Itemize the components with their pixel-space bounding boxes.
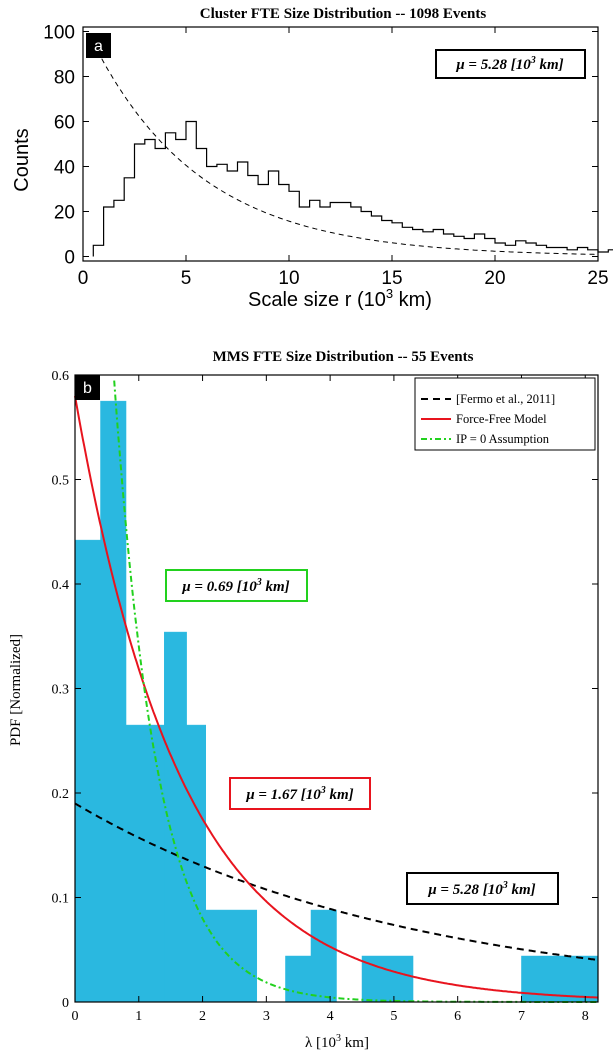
panel-a-y-ticks: 0 20 40 60 80 100 <box>43 23 598 269</box>
panel-a-x-tick-label: 10 <box>278 268 299 289</box>
panel-a-histogram <box>92 120 613 257</box>
mu-black-annotation: μ = 5.28 [103 km] <box>427 880 535 898</box>
panel-b-bar <box>205 909 258 1003</box>
legend-fermo-label: [Fermo et al., 2011] <box>456 392 555 406</box>
panel-b-y-ticks: 0 0.1 0.2 0.3 0.4 0.5 0.6 <box>52 369 598 1011</box>
panel-b-x-tick-label: 7 <box>518 1009 525 1024</box>
panel-b-bar <box>310 909 337 1003</box>
panel-a-y-tick-label: 40 <box>54 158 75 179</box>
panel-a-label-box <box>86 33 111 58</box>
panel-b-x-tick-label: 2 <box>199 1009 206 1024</box>
panel-a-plot-frame <box>82 26 599 262</box>
panel-b-label-box <box>75 375 100 400</box>
panel-b-x-tick-label: 0 <box>72 1009 79 1024</box>
panel-b-label: b <box>83 380 92 397</box>
panel-b-y-tick-label: 0.3 <box>52 683 70 698</box>
panel-b-x-tick-label: 6 <box>454 1009 461 1024</box>
panel-a-x-tick-label: 25 <box>587 268 608 289</box>
panel-b-y-tick-label: 0.1 <box>52 892 70 907</box>
panel-a-label: a <box>94 38 103 55</box>
force-free-curve <box>74 395 598 999</box>
panel-b: MMS FTE Size Distribution -- 55 Events 0… <box>8 349 599 1051</box>
panel-a-x-tick-label: 20 <box>484 268 505 289</box>
panel-a-x-tick-label: 0 <box>78 268 89 289</box>
panel-b-x-tick-label: 1 <box>135 1009 142 1024</box>
panel-b-y-axis-label: PDF [Normalized] <box>8 634 24 746</box>
panel-a: Cluster FTE Size Distribution -- 1098 Ev… <box>11 6 613 311</box>
panel-b-bar <box>125 724 165 1003</box>
mu-green-annotation: μ = 0.69 [103 km] <box>181 577 289 595</box>
panel-b-x-tick-label: 4 <box>327 1009 334 1024</box>
panel-a-x-axis-label: Scale size r (103 km) <box>248 286 432 311</box>
panel-b-x-tick-label: 3 <box>263 1009 270 1024</box>
panel-b-y-tick-label: 0.6 <box>52 369 70 384</box>
panel-b-legend: [Fermo et al., 2011] Force-Free Model IP… <box>414 377 596 451</box>
legend-force-free-label: Force-Free Model <box>456 412 547 426</box>
panel-b-bar <box>74 539 101 1003</box>
panel-a-y-tick-label: 0 <box>64 248 75 269</box>
panel-a-histogram-steps <box>92 120 613 257</box>
panel-a-x-tick-label: 15 <box>381 268 402 289</box>
panel-a-title: Cluster FTE Size Distribution -- 1098 Ev… <box>200 6 487 22</box>
panel-b-x-axis-label: λ [103 km] <box>305 1033 369 1051</box>
panel-a-mu-box <box>435 49 586 79</box>
legend-ip-zero-label: IP = 0 Assumption <box>456 432 550 446</box>
mu-red-annotation: μ = 1.67 [103 km] <box>245 785 353 803</box>
panel-a-y-tick-label: 80 <box>54 68 75 89</box>
panel-b-x-tick-label: 5 <box>390 1009 397 1024</box>
panel-b-histogram <box>74 400 599 1003</box>
panel-b-title: MMS FTE Size Distribution -- 55 Events <box>213 349 474 365</box>
panel-b-bar <box>164 631 187 1003</box>
fermo-curve <box>74 802 599 961</box>
panel-a-x-ticks: 0 5 10 15 20 25 <box>78 27 609 289</box>
panel-b-bar <box>100 400 127 1003</box>
panel-a-mu-annotation: μ = 5.28 [103 km] <box>455 55 563 73</box>
ip-zero-curve <box>113 380 598 1003</box>
panel-b-y-tick-label: 0.5 <box>52 474 70 489</box>
mu-green-box <box>165 569 308 602</box>
panel-a-x-tick-label: 5 <box>181 268 192 289</box>
mu-black-box <box>406 872 559 905</box>
panel-a-y-tick-label: 20 <box>54 203 75 224</box>
panel-b-y-tick-label: 0.4 <box>52 578 70 593</box>
panel-a-y-axis-label: Counts <box>11 128 33 191</box>
mu-red-box <box>229 777 371 810</box>
panel-a-y-tick-label: 60 <box>54 113 75 134</box>
panel-b-y-tick-label: 0 <box>62 996 69 1011</box>
panel-b-y-tick-label: 0.2 <box>52 787 70 802</box>
panel-a-y-tick-label: 100 <box>43 23 75 44</box>
panel-b-x-tick-label: 8 <box>582 1009 589 1024</box>
